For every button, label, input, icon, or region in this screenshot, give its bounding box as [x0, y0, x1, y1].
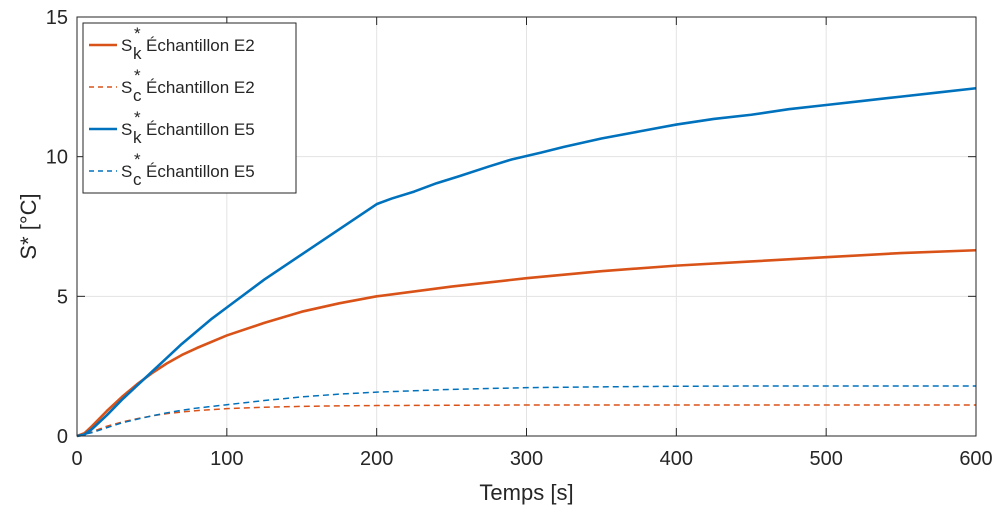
y-axis-label: S* [°C] [16, 193, 41, 259]
series-lines [76, 86, 977, 438]
series-line-3 [76, 385, 976, 437]
legend-subscript: c [133, 170, 142, 189]
legend-subscript: k [133, 128, 142, 147]
legend-label: Échantillon E5 [146, 120, 255, 139]
x-tick-label: 400 [660, 448, 693, 470]
y-tick-label: 5 [57, 286, 68, 308]
legend-item: S*c Échantillon E2 [89, 66, 255, 105]
legend-box [82, 22, 297, 194]
legend-label: Échantillon E2 [146, 36, 255, 55]
x-tick-label: 600 [959, 448, 992, 470]
y-tick-label: 10 [46, 147, 68, 169]
axis-ticks [76, 16, 977, 437]
legend-superscript: * [134, 150, 141, 169]
tick-labels: 0 100 200 300 400 500 600 0 5 10 15 [46, 7, 993, 470]
y-tick-label: 15 [46, 7, 68, 29]
x-tick-label: 200 [360, 448, 393, 470]
legend-superscript: * [134, 108, 141, 127]
legend-label: Échantillon E2 [146, 78, 255, 97]
legend-item: S*k Échantillon E2 [89, 24, 255, 63]
x-tick-label: 0 [71, 448, 82, 470]
legend-subscript: c [133, 86, 142, 105]
x-tick-label: 300 [510, 448, 543, 470]
x-tick-label: 500 [809, 448, 842, 470]
legend-label: Échantillon E5 [146, 162, 255, 181]
x-tick-label: 100 [210, 448, 243, 470]
series-line-0 [76, 248, 977, 438]
legend-superscript: * [134, 24, 141, 43]
legend-item: S*c Échantillon E5 [89, 150, 255, 189]
series-line-1 [76, 404, 976, 437]
series-line-2 [76, 86, 977, 438]
y-tick-label: 0 [57, 426, 68, 448]
legend-symbol: S [121, 78, 132, 97]
x-axis-label: Temps [s] [479, 480, 573, 505]
legend-subscript: k [133, 44, 142, 63]
legend: S*k Échantillon E2S*c Échantillon E2S*k Éch… [82, 22, 297, 194]
legend-symbol: S [121, 162, 132, 181]
legend-symbol: S [121, 36, 132, 55]
legend-superscript: * [134, 66, 141, 85]
legend-item: S*k Échantillon E5 [89, 108, 255, 147]
legend-symbol: S [121, 120, 132, 139]
